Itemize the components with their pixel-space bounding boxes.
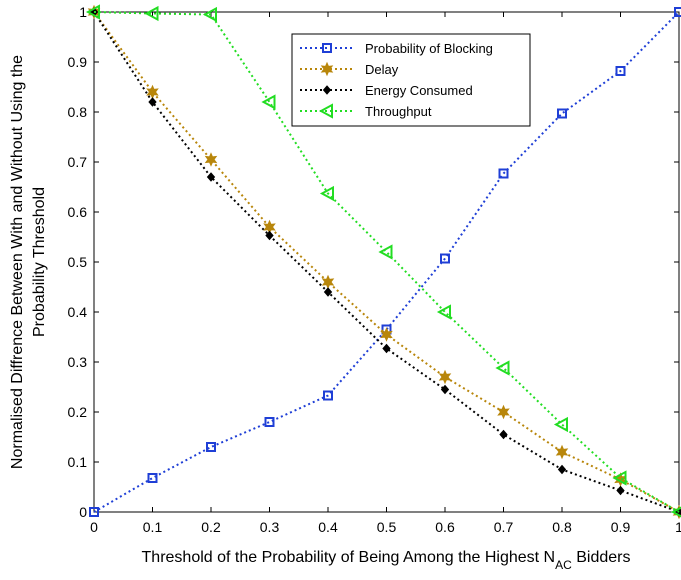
data-point-triangle: [378, 244, 393, 260]
x-tick-label: 0: [90, 519, 98, 535]
data-point-triangle: [318, 103, 333, 119]
x-tick-label: 1: [675, 519, 681, 535]
data-point-diamond: [499, 429, 508, 440]
data-point-diamond: [440, 384, 450, 395]
data-point-triangle: [261, 94, 276, 110]
data-point-hexagram: [438, 369, 452, 385]
data-point-square: [498, 168, 509, 179]
x-tick-label: 0.2: [201, 519, 221, 535]
data-point-triangle: [612, 470, 627, 486]
legend-item: Energy Consumed: [300, 83, 473, 98]
y-tick-label: 0.1: [68, 454, 88, 470]
data-point-diamond: [265, 230, 274, 241]
data-point-triangle: [202, 6, 217, 23]
data-point-hexagram: [380, 327, 393, 342]
y-tick-label: 0.7: [68, 154, 88, 170]
data-point-diamond: [323, 287, 333, 297]
legend-label: Probability of Blocking: [365, 41, 493, 56]
x-tick-label: 0.8: [552, 519, 572, 535]
x-axis: 0 0.1 0.2 0.3 0.4 0.5 0.6 0.7 0.8 0.9 1: [90, 12, 681, 535]
y-tick-label: 0.3: [68, 354, 88, 370]
data-point-hexagram: [204, 152, 218, 167]
data-point-triangle: [553, 416, 568, 433]
x-axis-title-suffix: Bidders: [572, 549, 631, 566]
x-axis-title-main: Threshold of the Probability of Being Am…: [142, 549, 556, 566]
series-layer: [85, 4, 681, 520]
data-point-square: [322, 43, 332, 53]
x-tick-label: 0.7: [494, 519, 514, 535]
series-line: [93, 11, 680, 513]
data-point-square: [323, 390, 333, 401]
series-throughput: [85, 4, 681, 518]
legend-item: Probability of Blocking: [300, 41, 493, 56]
y-tick-label: 0.2: [68, 404, 88, 420]
y-tick-label: 0.6: [68, 204, 88, 220]
x-tick-label: 0.4: [318, 519, 338, 535]
legend-item: Delay: [300, 61, 399, 77]
data-point-diamond: [557, 464, 567, 475]
x-tick-label: 0.1: [143, 519, 163, 535]
data-point-diamond: [616, 485, 625, 496]
series-line: [93, 11, 680, 513]
x-tick-label: 0.6: [435, 519, 455, 535]
data-point-triangle: [436, 304, 451, 320]
y-tick-label: 1: [79, 4, 87, 20]
x-tick-label: 0.9: [611, 519, 631, 535]
data-point-triangle: [144, 5, 159, 22]
data-point-triangle: [495, 360, 510, 376]
data-point-hexagram: [320, 61, 334, 77]
legend-item: Throughput: [300, 103, 432, 119]
legend: Probability of Blocking Delay Energy Consu…: [291, 33, 531, 127]
data-point-diamond: [206, 172, 216, 182]
y-tick-label: 0.9: [68, 54, 88, 70]
y-axis-title-line1: Normalised Diffrence Between With and Wi…: [9, 55, 26, 469]
data-point-square: [264, 417, 275, 427]
x-tick-label: 0.3: [260, 519, 280, 535]
data-point-square: [557, 108, 567, 119]
data-point-square: [147, 473, 158, 483]
x-axis-title: Threshold of the Probability of Being Am…: [142, 549, 631, 572]
data-point-square: [89, 507, 99, 517]
legend-label: Energy Consumed: [365, 83, 473, 98]
y-axis: 0 0.1 0.2 0.3 0.4 0.5 0.6 0.7 0.8 0.9 1: [68, 4, 679, 520]
legend-label: Delay: [365, 62, 399, 77]
data-point-diamond: [322, 85, 332, 95]
data-point-square: [206, 442, 216, 452]
y-tick-label: 0: [79, 504, 87, 520]
data-point-square: [440, 253, 450, 264]
y-tick-label: 0.4: [68, 304, 88, 320]
series-probability-of-blocking: [89, 7, 681, 517]
data-point-diamond: [382, 343, 391, 354]
data-point-hexagram: [555, 444, 569, 460]
legend-label: Throughput: [365, 104, 432, 119]
data-point-square: [615, 66, 626, 76]
y-tick-label: 0.8: [68, 104, 88, 120]
data-point-diamond: [148, 97, 157, 107]
data-point-square: [674, 7, 681, 17]
data-point-triangle: [319, 185, 334, 202]
x-axis-title-subscript: AC: [555, 558, 572, 572]
y-tick-label: 0.5: [68, 254, 88, 270]
data-point-triangle: [670, 506, 681, 518]
series-line: [93, 11, 680, 513]
x-tick-label: 0.5: [377, 519, 397, 535]
y-axis-title-line2: Probability Threshold: [31, 187, 48, 337]
data-point-triangle: [85, 4, 100, 20]
data-point-hexagram: [497, 404, 510, 420]
